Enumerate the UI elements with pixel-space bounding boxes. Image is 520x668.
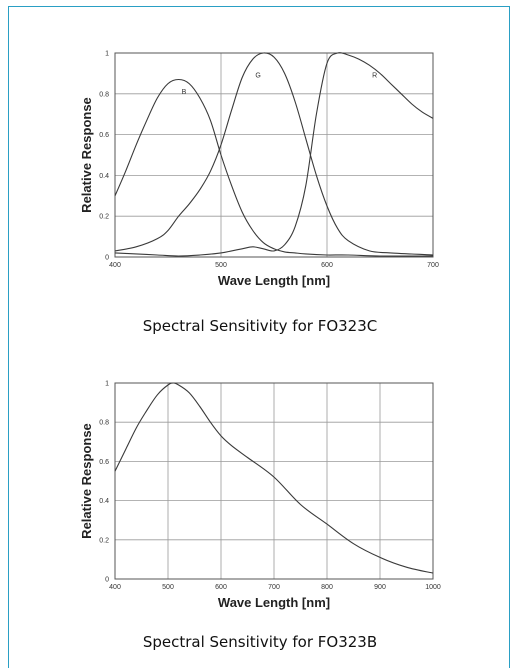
y-tick-label: 1 xyxy=(105,51,109,58)
chart-0-grid xyxy=(114,52,434,258)
y-tick-label: 0.4 xyxy=(99,173,109,180)
y-tick-label: 0.6 xyxy=(99,459,109,466)
chart-fo323c: 400 500 600 700 0 0.2 0.4 0.6 0.8 1 B G R Wave Length… xyxy=(9,47,511,307)
y-tick-label: 0.6 xyxy=(99,132,109,139)
x-axis-title: Wave Length [nm] xyxy=(218,273,330,288)
series-line-b xyxy=(114,78,434,257)
chart-1-grid xyxy=(114,382,434,580)
x-tick-label: 400 xyxy=(109,584,121,591)
plot-frame xyxy=(114,382,434,580)
x-tick-label: 800 xyxy=(321,584,333,591)
y-tick-label: 0 xyxy=(105,577,109,584)
series-line-response xyxy=(114,382,434,574)
series-label-b: B xyxy=(182,89,187,96)
x-tick-label: 700 xyxy=(427,262,439,269)
x-tick-label: 600 xyxy=(215,584,227,591)
x-tick-label: 700 xyxy=(268,584,280,591)
x-tick-label: 600 xyxy=(321,262,333,269)
chart-fo323b-svg: 400 500 600 700 800 900 1000 0 0.2 0.4 0.6 0.8 1 Wave… xyxy=(79,381,441,611)
series-line-g xyxy=(114,52,434,256)
x-tick-label: 1000 xyxy=(425,584,441,591)
y-axis-title: Relative Response xyxy=(79,97,94,213)
y-tick-label: 0.2 xyxy=(99,214,109,221)
y-tick-label: 0.8 xyxy=(99,420,109,427)
spectral-sensitivity-panel: 400 500 600 700 0 0.2 0.4 0.6 0.8 1 B G R Wave Length… xyxy=(8,6,510,668)
y-axis-title: Relative Response xyxy=(79,423,94,539)
x-tick-label: 400 xyxy=(109,262,121,269)
x-axis-title: Wave Length [nm] xyxy=(218,595,330,610)
plot-frame xyxy=(114,52,434,258)
chart-fo323b-caption: Spectral Sensitivity for FO323B xyxy=(142,633,378,651)
chart-fo323c-caption: Spectral Sensitivity for FO323C xyxy=(142,317,378,335)
y-tick-label: 0 xyxy=(105,255,109,262)
y-tick-label: 0.8 xyxy=(99,91,109,98)
y-tick-label: 1 xyxy=(105,381,109,388)
x-tick-label: 900 xyxy=(374,584,386,591)
chart-fo323b: 400 500 600 700 800 900 1000 0 0.2 0.4 0.6 0.8 1 Wave… xyxy=(9,377,511,617)
x-tick-label: 500 xyxy=(162,584,174,591)
y-tick-label: 0.4 xyxy=(99,498,109,505)
series-label-r: R xyxy=(372,72,377,79)
chart-fo323c-svg: 400 500 600 700 0 0.2 0.4 0.6 0.8 1 B G R Wave Length… xyxy=(79,51,439,289)
y-tick-label: 0.2 xyxy=(99,537,109,544)
x-tick-label: 500 xyxy=(215,262,227,269)
series-label-g: G xyxy=(255,72,260,79)
series-line-r xyxy=(114,52,434,257)
